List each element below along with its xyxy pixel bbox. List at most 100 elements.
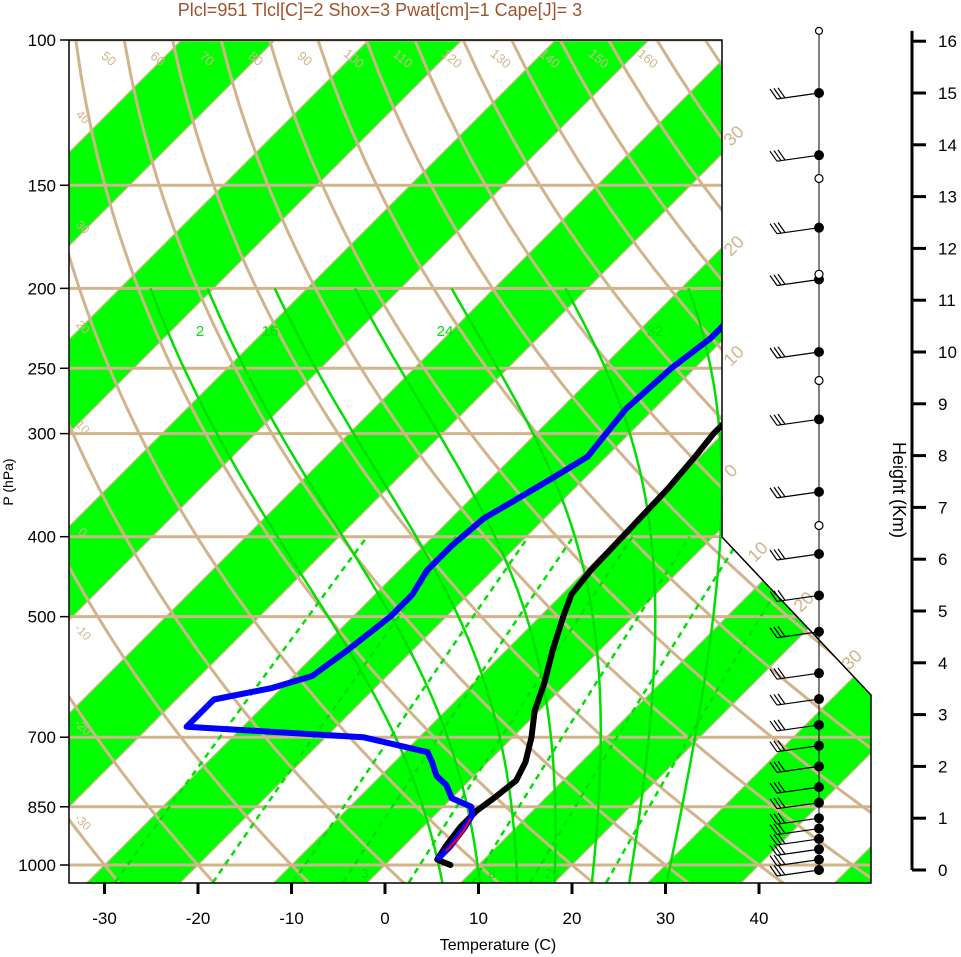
height-tick-label: 15 bbox=[938, 84, 957, 103]
wind-barb-flag bbox=[773, 626, 782, 638]
wind-barb bbox=[776, 848, 820, 856]
pressure-tick-label: 200 bbox=[28, 279, 56, 298]
wind-barb-flag bbox=[769, 720, 778, 732]
wind-barb bbox=[776, 817, 820, 825]
wind-barb-flag bbox=[777, 781, 786, 793]
wind-barb-flag bbox=[769, 855, 778, 866]
wind-barb-flag bbox=[777, 149, 786, 161]
temperature-tick-label: -10 bbox=[279, 909, 304, 928]
wind-barb-flag bbox=[769, 782, 778, 794]
isotherm-label: 20 bbox=[720, 232, 748, 260]
wind-barb bbox=[776, 786, 820, 794]
pressure-tick-label: 700 bbox=[28, 728, 56, 747]
isotherm-line bbox=[69, 40, 594, 883]
mixing-ratio-label: 2 bbox=[196, 323, 204, 340]
height-tick-label: 10 bbox=[938, 343, 957, 362]
height-tick-label: 13 bbox=[938, 188, 957, 207]
dry-adiabat-line bbox=[446, 40, 871, 883]
wind-barb-flag bbox=[777, 548, 786, 560]
mixing-ratio-line bbox=[292, 535, 530, 883]
wind-barb-flag bbox=[777, 740, 786, 751]
wind-barb-flag bbox=[773, 761, 782, 773]
wind-barb-flag bbox=[769, 223, 778, 235]
isotherm-label: 0 bbox=[720, 460, 741, 481]
moist-adiabat-line bbox=[353, 287, 557, 883]
pressure-tick-label: 300 bbox=[28, 425, 56, 444]
height-tick-label: 4 bbox=[938, 654, 947, 673]
wind-level-open-dot bbox=[814, 520, 824, 531]
isotherm-line bbox=[537, 40, 871, 883]
wind-barb-flag bbox=[769, 762, 778, 773]
wind-barb-flag bbox=[777, 346, 786, 358]
wind-barb-flag bbox=[773, 150, 782, 161]
wind-barb-flag bbox=[773, 414, 782, 426]
mixing-ratio-line bbox=[407, 536, 634, 883]
dry-adiabat-line bbox=[69, 40, 231, 883]
isotherm-band bbox=[444, 40, 871, 883]
isotherm-line bbox=[69, 40, 220, 883]
temperature-tick-label: 20 bbox=[563, 909, 582, 928]
height-tick-label: 5 bbox=[938, 602, 947, 621]
pressure-tick-label: 500 bbox=[28, 608, 56, 627]
mixing-ratio-line bbox=[341, 535, 575, 883]
mixing-ratio-line bbox=[471, 536, 691, 883]
wind-barb bbox=[776, 351, 820, 359]
height-tick-label: 3 bbox=[938, 706, 947, 725]
pressure-tick-label: 150 bbox=[28, 176, 56, 195]
temperature-tick-label: 0 bbox=[380, 909, 389, 928]
wind-barb bbox=[776, 802, 820, 810]
wind-barb bbox=[776, 745, 820, 753]
temperature-tick-label: 10 bbox=[469, 909, 488, 928]
mixing-ratio-label: 20 bbox=[545, 866, 559, 881]
wind-barb-flag bbox=[769, 275, 778, 286]
wind-barb-flag bbox=[769, 668, 778, 680]
wind-barb-flag bbox=[777, 626, 786, 637]
pressure-tick-label: 850 bbox=[28, 798, 56, 817]
wind-barb-flag bbox=[777, 667, 786, 679]
isotherm-line bbox=[69, 40, 688, 883]
wind-barb-flag bbox=[777, 812, 786, 824]
height-tick-label: 16 bbox=[938, 32, 957, 51]
wind-barb-flag bbox=[777, 589, 786, 601]
height-tick-label: 8 bbox=[938, 447, 947, 466]
wind-barb-flag bbox=[773, 222, 782, 234]
wind-barb-flag bbox=[777, 719, 786, 731]
wind-barb-flag bbox=[773, 797, 782, 809]
dry-adiabat-line bbox=[304, 40, 871, 883]
wind-barb-flag bbox=[777, 797, 786, 808]
wind-barb-flag bbox=[769, 414, 778, 426]
wind-barb-flag bbox=[773, 782, 782, 793]
wind-barb-flag bbox=[773, 668, 782, 679]
wind-barb-flag bbox=[773, 844, 782, 856]
wind-barb-flag bbox=[769, 347, 778, 359]
wind-barb-flag bbox=[777, 87, 786, 99]
wind-barb-flag bbox=[777, 693, 786, 705]
wind-barb-flag bbox=[773, 590, 782, 602]
wind-barb-flag bbox=[773, 740, 782, 752]
wind-barb bbox=[776, 154, 820, 162]
temperature-axis: -30 -20 -10 0 10 20 30 40 bbox=[92, 883, 768, 928]
chart-title: Plcl=951 Tlcl[C]=2 Shox=3 Pwat[cm]=1 Cap… bbox=[178, 0, 582, 20]
mixing-ratio-lines bbox=[114, 535, 810, 883]
wind-level-open-dot bbox=[814, 26, 824, 35]
mixing-ratio-line bbox=[114, 535, 369, 883]
pressure-tick-label: 100 bbox=[28, 31, 56, 50]
moist-adiabat-line bbox=[206, 287, 481, 883]
pressure-tick-label: 250 bbox=[28, 359, 56, 378]
moist-adiabat-line bbox=[273, 287, 519, 883]
height-tick-label: 11 bbox=[938, 291, 956, 310]
mixing-ratio-label: 8 bbox=[488, 866, 495, 881]
wind-barb-flag bbox=[769, 591, 778, 602]
wind-barb-flag bbox=[777, 833, 786, 845]
isotherm-band bbox=[69, 40, 500, 883]
isotherm-band bbox=[69, 40, 871, 883]
mixing-ratio-line bbox=[605, 536, 810, 883]
wind-barb bbox=[776, 553, 820, 561]
height-tick-label: 12 bbox=[938, 239, 957, 258]
wind-level-open-dot bbox=[814, 375, 824, 386]
isotherm-label: 30 bbox=[838, 646, 866, 674]
wind-barb-flag bbox=[773, 549, 782, 560]
wind-barb-flag bbox=[773, 854, 782, 866]
isotherm-line bbox=[630, 40, 871, 883]
